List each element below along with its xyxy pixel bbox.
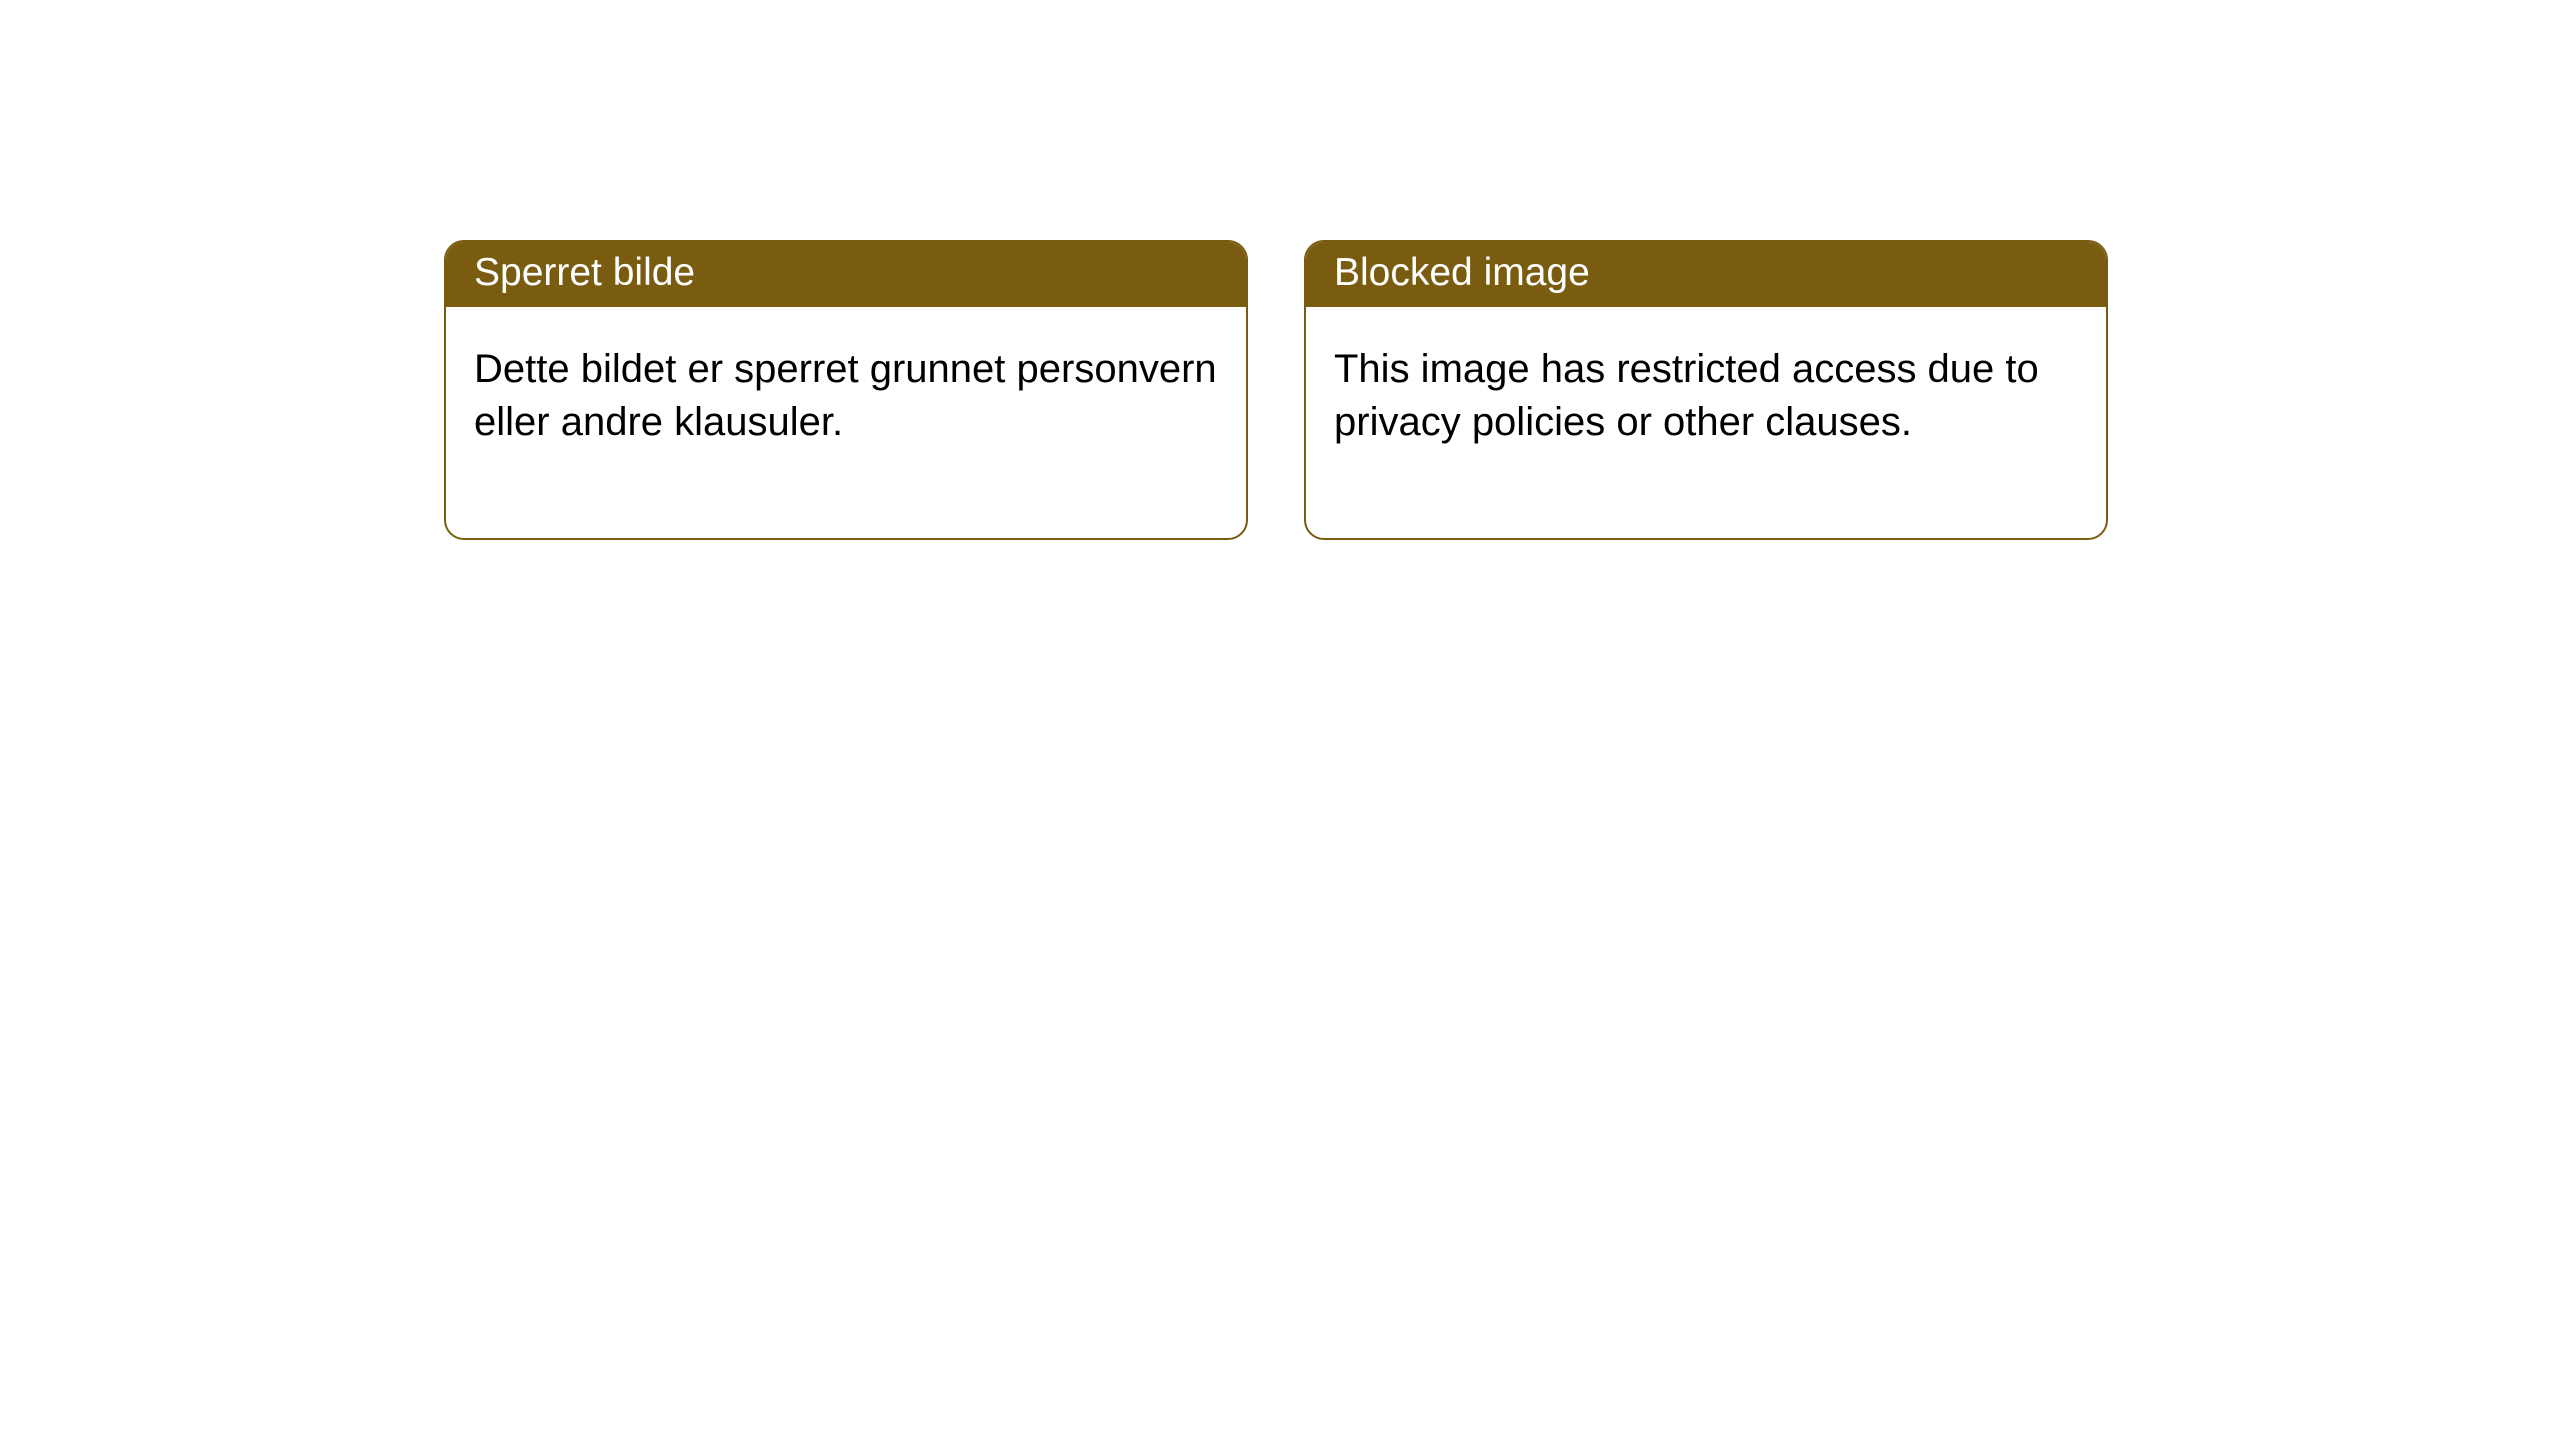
notice-body-english: This image has restricted access due to …: [1306, 307, 2106, 539]
notice-body-norwegian: Dette bildet er sperret grunnet personve…: [446, 307, 1246, 539]
notice-card-norwegian: Sperret bilde Dette bildet er sperret gr…: [444, 240, 1248, 540]
notice-title-norwegian: Sperret bilde: [446, 242, 1246, 307]
notice-card-english: Blocked image This image has restricted …: [1304, 240, 2108, 540]
notice-title-english: Blocked image: [1306, 242, 2106, 307]
notice-container: Sperret bilde Dette bildet er sperret gr…: [444, 240, 2108, 540]
